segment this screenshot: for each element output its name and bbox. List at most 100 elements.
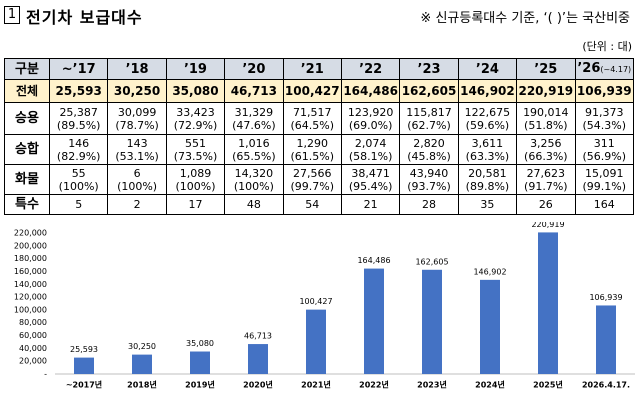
share: (45.8%) — [407, 149, 451, 163]
table-cell: 21 — [340, 194, 401, 215]
table-cell: 190,014 (51.8%) — [516, 102, 576, 135]
x-tick-label: 2026.4.17. — [582, 381, 630, 390]
count: 146,902 — [460, 83, 515, 98]
y-tick-label: 140,000 — [14, 280, 47, 289]
share: (95.4%) — [348, 179, 393, 193]
y-tick-label: 180,000 — [14, 254, 47, 263]
table-cell: 6 (100%) — [107, 164, 167, 195]
table-cell: 48 — [224, 194, 284, 215]
table-cell: 25,593 — [48, 79, 109, 103]
count: 35 — [480, 198, 495, 211]
table-cell: 1,016 (65.5%) — [224, 134, 284, 165]
column-header: ’25 — [516, 58, 576, 80]
y-tick-label: 40,000 — [19, 344, 47, 353]
column-label: ’19 — [183, 61, 207, 77]
column-label: ’20 — [242, 61, 266, 77]
column-label: ’22 — [359, 61, 383, 77]
table-cell: 14,320 (100%) — [224, 164, 284, 195]
column-header: ’23 — [399, 58, 459, 80]
data-table: 구분 ~’17 ’18 ’19 ’20 ’21 ’22 ’23 ’24 ’25 ’26(~4.17)… — [4, 58, 635, 215]
table-cell: 35,080 — [165, 79, 226, 103]
table-cell: 26 — [516, 194, 576, 215]
bar — [74, 357, 94, 374]
column-label: ’18 — [125, 61, 149, 77]
value-label: 100,427 — [299, 297, 332, 306]
share: (99.7%) — [290, 179, 335, 193]
table-row: 특수 5 2 17 48 54 21 28 35 26 164 — [4, 194, 635, 215]
column-header: ’20 — [224, 58, 284, 80]
column-label: ’23 — [417, 61, 441, 77]
table-row: 전체 25,593 30,250 35,080 46,713 100,427 164,486… — [4, 79, 635, 103]
x-tick-label: 2025년 — [533, 380, 563, 390]
share: (61.5%) — [290, 149, 335, 163]
count: 123,920 — [347, 105, 394, 119]
share: (78.7%) — [115, 118, 159, 132]
count: 30,250 — [113, 83, 161, 98]
table-cell: 123,920 (69.0%) — [340, 102, 401, 135]
title: 전기차 보급대수 — [26, 8, 143, 27]
bar — [306, 309, 326, 374]
row-label: 승용 — [4, 102, 50, 135]
count: 27,566 — [293, 166, 332, 180]
count: 106,939 — [576, 83, 632, 98]
count: 311 — [593, 136, 615, 150]
count: 1,290 — [296, 136, 329, 150]
bar — [132, 354, 152, 374]
table-cell: 30,250 — [107, 79, 167, 103]
share: (53.1%) — [115, 149, 159, 163]
table-cell: 3,611 (63.3%) — [457, 134, 518, 165]
column-header: ~’17 — [48, 58, 109, 80]
bar — [538, 232, 558, 374]
count: 164,486 — [343, 83, 398, 98]
share: (69.0%) — [348, 118, 393, 132]
count: 27,623 — [526, 166, 566, 180]
table-cell: 2 — [107, 194, 167, 215]
count: 25,387 — [59, 105, 98, 119]
row-label: 특수 — [4, 194, 50, 215]
y-tick-label: 100,000 — [14, 305, 47, 314]
share: (73.5%) — [173, 149, 218, 163]
count: 143 — [126, 136, 148, 150]
table-cell: 311 (56.9%) — [574, 134, 635, 165]
corner-cell: 구분 — [4, 58, 50, 80]
count: 33,423 — [176, 105, 215, 119]
x-tick-label: 2019년 — [185, 380, 215, 390]
table-cell: 31,329 (47.6%) — [224, 102, 284, 135]
table-cell: 162,605 — [399, 79, 459, 103]
table-cell: 1,290 (61.5%) — [282, 134, 342, 165]
count: 1,089 — [179, 166, 212, 180]
value-label: 220,919 — [531, 222, 564, 229]
bar — [248, 344, 268, 374]
count: 6 — [133, 166, 141, 180]
y-tick-label: 60,000 — [19, 331, 47, 340]
count: 2,820 — [413, 136, 445, 150]
table-cell: 122,675 (59.6%) — [457, 102, 518, 135]
y-tick-label: - — [44, 370, 47, 379]
y-tick-label: 160,000 — [14, 267, 47, 276]
table-cell: 27,566 (99.7%) — [282, 164, 342, 195]
count: 2 — [133, 198, 141, 211]
column-header: ’22 — [340, 58, 401, 80]
table-row: 승합 146 (82.9%) 143 (53.1%) 551 (73.5%) 1,016 (65… — [4, 134, 635, 165]
share: (64.5%) — [290, 118, 335, 132]
row-label: 전체 — [4, 79, 50, 103]
note: ※ 신규등록대수 기준, ‘( )’는 국산비중 — [420, 11, 630, 26]
value-label: 106,939 — [589, 293, 622, 302]
share: (100%) — [117, 179, 158, 193]
share: (63.3%) — [465, 149, 510, 163]
table-cell: 3,256 (66.3%) — [516, 134, 576, 165]
y-tick-label: 20,000 — [19, 357, 47, 366]
row-label: 화물 — [4, 164, 50, 195]
count: 220,919 — [518, 83, 574, 98]
share: (65.5%) — [232, 149, 276, 163]
table-cell: 551 (73.5%) — [165, 134, 226, 165]
count: 3,611 — [471, 136, 504, 150]
share: (66.3%) — [524, 149, 568, 163]
share: (51.8%) — [524, 118, 568, 132]
value-label: 25,593 — [70, 345, 98, 354]
table-cell: 220,919 — [516, 79, 576, 103]
share: (100%) — [58, 179, 99, 193]
count: 48 — [246, 198, 261, 211]
count: 3,256 — [530, 136, 562, 150]
